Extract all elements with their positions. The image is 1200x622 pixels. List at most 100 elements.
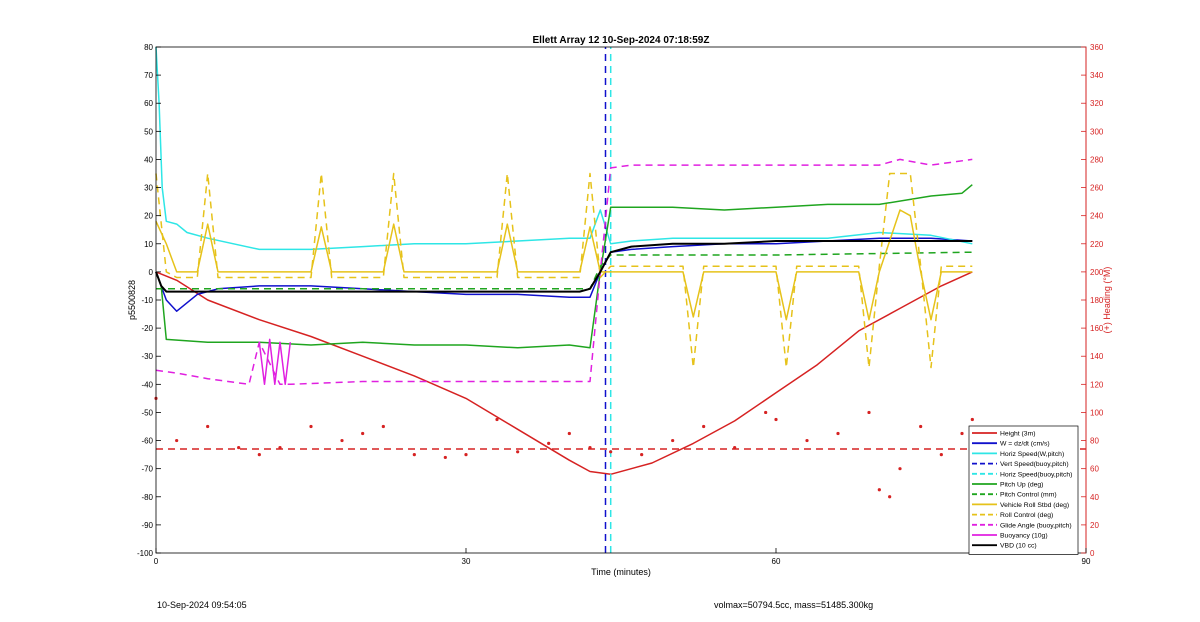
y-right-tick-label: 140 [1090, 352, 1104, 361]
legend-entry-vert-speed-buoy-pitch: Vert Speed(buoy,pitch) [1000, 461, 1069, 468]
series-vbd-10-cc [155, 240, 973, 293]
heading-point [888, 495, 892, 499]
y-tick-label: 30 [144, 184, 153, 193]
y-tick-label: -60 [141, 437, 153, 446]
heading-point [877, 488, 881, 492]
y-tick-label: -70 [141, 465, 153, 474]
y-tick-label: 50 [144, 127, 153, 136]
y-right-tick-label: 340 [1090, 71, 1104, 80]
y-tick-label: 0 [149, 268, 154, 277]
series-horiz-speed-w-pitch [155, 46, 973, 251]
heading-point [805, 438, 809, 443]
legend-entry-glide-angle-buoy-pitch: Glide Angle (buoy,pitch) [1000, 522, 1072, 529]
y-right-tick-label: 160 [1090, 324, 1104, 333]
legend-entry-pitch-control-mm: Pitch Control (mm) [1000, 492, 1057, 499]
series-pitch-up-deg [155, 184, 973, 349]
y-tick-label: -80 [141, 493, 153, 502]
heading-point [970, 417, 974, 422]
legend-entry-pitch-up-deg: Pitch Up (deg) [1000, 482, 1043, 489]
heading-point [340, 438, 344, 443]
series-height-3m [155, 271, 973, 476]
heading-point [361, 431, 365, 436]
legend-entry-horiz-speed-w-pitch: Horiz Speed(W,pitch) [1000, 451, 1064, 458]
series-buoyancy-10g [258, 338, 292, 386]
heading-point [960, 431, 964, 436]
legend-entry-w-dz-dt-cm-s: W = dz/dt (cm/s) [1000, 441, 1050, 448]
y-tick-label: 80 [144, 43, 153, 52]
legend-entry-horiz-speed-buoy-pitch: Horiz Speed(buoy,pitch) [1000, 471, 1072, 478]
plot-background [156, 47, 1086, 553]
heading-point [516, 450, 520, 454]
y-right-tick-label: 280 [1090, 155, 1104, 164]
y-tick-label: -20 [141, 324, 153, 333]
chart-title: Ellett Array 12 10-Sep-2024 07:18:59Z [533, 35, 710, 46]
heading-point [609, 450, 613, 454]
heading-point [919, 424, 923, 429]
y-right-tick-label: 40 [1090, 493, 1099, 502]
legend-entry-buoyancy-10g: Buoyancy (10g) [1000, 533, 1048, 540]
y-tick-label: -30 [141, 352, 153, 361]
legend-entry-height-3m: Height (3m) [1000, 431, 1036, 438]
y-right-tick-label: 260 [1090, 184, 1104, 193]
legend-entry-vbd-10-cc: VBD (10 cc) [1000, 543, 1037, 550]
y-tick-label: -50 [141, 408, 153, 417]
heading-point [867, 410, 871, 415]
heading-point [309, 424, 313, 429]
plot-area [154, 46, 1086, 553]
heading-point [237, 445, 241, 450]
heading-point [278, 445, 282, 450]
series-vehicle-roll-stbd-deg [155, 209, 973, 321]
y-right-tick-label: 0 [1090, 549, 1095, 558]
heading-point [836, 431, 840, 436]
heading-point [640, 453, 644, 457]
y-right-tick-label: 120 [1090, 380, 1104, 389]
heading-point [764, 410, 768, 415]
heading-point [774, 417, 778, 422]
heading-point [495, 417, 499, 422]
heading-point [381, 424, 385, 429]
heading-point [567, 431, 571, 436]
y-right-tick-label: 80 [1090, 437, 1099, 446]
y-right-tick-label: 20 [1090, 521, 1099, 530]
heading-point [588, 445, 592, 450]
heading-point [257, 453, 261, 457]
heading-point [206, 424, 210, 429]
legend: Height (3m) W = dz/dt (cm/s) Horiz Speed(W… [968, 425, 1079, 555]
heading-point [443, 455, 447, 460]
axes: 0 30 60 9080706050403020100-10-20-30-40-50-… [137, 43, 1104, 566]
heading-point [733, 445, 737, 450]
y-tick-label: -90 [141, 521, 153, 530]
y-axis-label-left: p5500828 [127, 280, 137, 320]
heading-point [671, 438, 675, 443]
footer-timestamp: 10-Sep-2024 09:54:05 [157, 600, 247, 610]
y-axis-label-right: (+) Heading (°M) [1102, 267, 1112, 334]
heading-point [464, 453, 468, 457]
y-tick-label: 40 [144, 155, 153, 164]
x-axis-label: Time (minutes) [591, 567, 651, 577]
y-right-tick-label: 100 [1090, 408, 1104, 417]
y-right-tick-label: 60 [1090, 465, 1099, 474]
y-tick-label: -10 [141, 296, 153, 305]
x-tick-label: 30 [462, 557, 471, 566]
y-tick-label: 10 [144, 240, 153, 249]
y-tick-label: 20 [144, 212, 153, 221]
y-right-tick-label: 360 [1090, 43, 1104, 52]
y-tick-label: -100 [137, 549, 154, 558]
y-right-tick-label: 320 [1090, 99, 1104, 108]
x-tick-label: 60 [772, 557, 781, 566]
series-heading [154, 396, 974, 499]
heading-point [412, 453, 416, 457]
y-right-tick-label: 180 [1090, 296, 1104, 305]
y-tick-label: 60 [144, 99, 153, 108]
heading-point [547, 441, 551, 445]
footer-vehicle-params: volmax=50794.5cc, mass=51485.300kg [714, 600, 874, 610]
legend-entry-vehicle-roll-stbd-deg: Vehicle Roll Stbd (deg) [1000, 502, 1069, 509]
legend-box [968, 425, 1079, 555]
series-glide-angle-buoy-pitch [155, 158, 973, 386]
heading-point [898, 467, 902, 471]
y-tick-label: -40 [141, 380, 153, 389]
legend-entry-roll-control-deg: Roll Control (deg) [1000, 512, 1053, 519]
heading-point [175, 438, 179, 443]
heading-point [939, 453, 943, 457]
